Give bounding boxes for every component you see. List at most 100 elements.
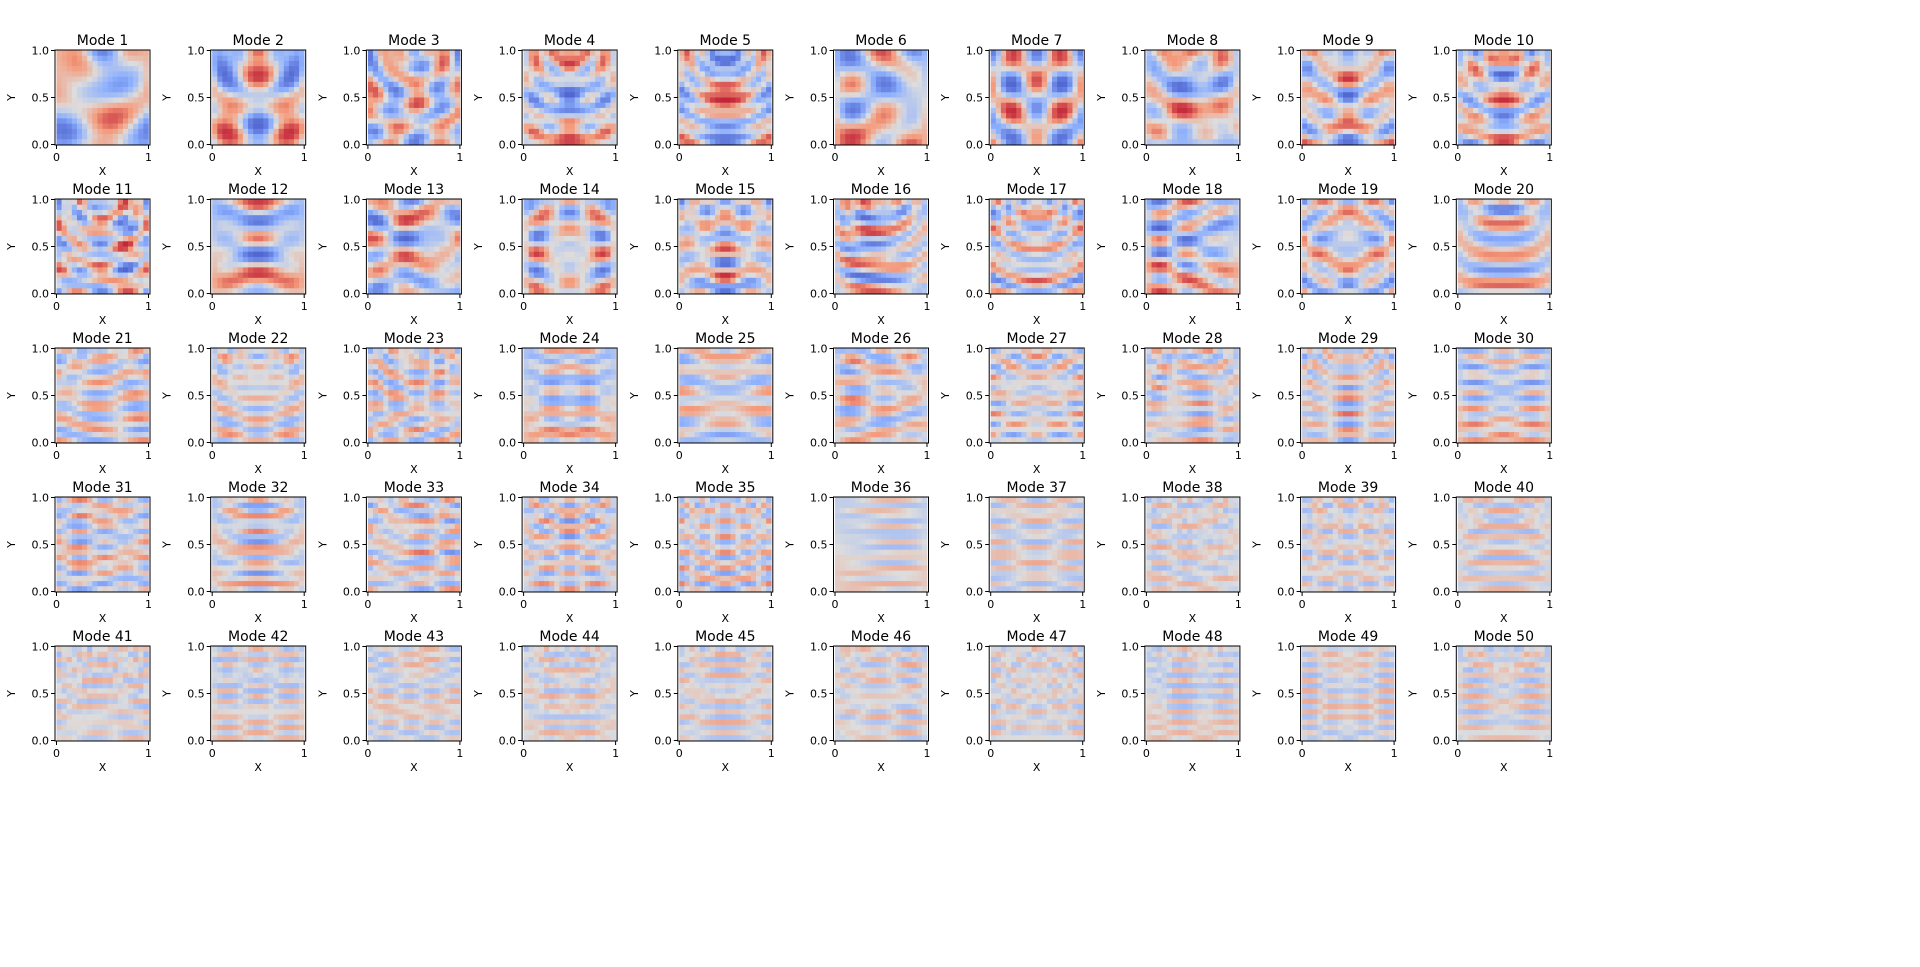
heatmap-cell bbox=[1202, 107, 1209, 114]
heatmap-cell bbox=[1327, 123, 1334, 130]
heatmap-cell bbox=[253, 87, 259, 93]
heatmap-cell bbox=[554, 230, 560, 237]
heatmap-cell bbox=[574, 225, 581, 232]
heatmap-cell bbox=[590, 262, 596, 268]
heatmap-cell bbox=[1302, 139, 1308, 145]
heatmap-cell bbox=[87, 215, 93, 221]
heatmap-cell bbox=[273, 267, 279, 273]
heatmap-cell bbox=[112, 60, 119, 67]
heatmap-cell bbox=[590, 50, 596, 57]
heatmap-cell bbox=[1529, 118, 1535, 124]
heatmap-cell bbox=[97, 102, 103, 109]
heatmap-cell bbox=[605, 204, 611, 211]
heatmap-cell bbox=[253, 92, 259, 98]
heatmap-cell bbox=[122, 81, 129, 88]
heatmap-cell bbox=[1151, 66, 1157, 72]
heatmap-cell bbox=[393, 113, 399, 119]
heatmap-cell bbox=[212, 277, 218, 284]
heatmap-cell bbox=[901, 87, 907, 93]
heatmap-cell bbox=[378, 139, 384, 145]
heatmap-cell bbox=[227, 277, 233, 284]
heatmap-cell bbox=[439, 81, 445, 88]
heatmap-cell bbox=[1363, 113, 1369, 119]
heatmap-cell bbox=[891, 118, 897, 124]
heatmap-cell bbox=[554, 251, 560, 258]
heatmap-cell bbox=[122, 134, 129, 140]
heatmap-cell bbox=[1026, 134, 1032, 140]
heatmap-cell bbox=[293, 236, 300, 242]
heatmap-cell bbox=[538, 87, 545, 93]
heatmap-cell bbox=[424, 71, 430, 77]
heatmap-cell bbox=[533, 92, 540, 98]
heatmap-cell bbox=[388, 262, 394, 268]
heatmap-cell bbox=[97, 107, 103, 114]
heatmap-cell bbox=[1026, 139, 1032, 145]
heatmap-cell bbox=[212, 236, 218, 242]
heatmap-cell bbox=[584, 230, 591, 237]
heatmap-cell bbox=[128, 50, 134, 57]
heatmap-cell bbox=[1529, 50, 1535, 57]
heatmap-cell bbox=[1067, 76, 1073, 83]
heatmap-cell bbox=[408, 66, 415, 72]
heatmap-cell bbox=[1363, 50, 1369, 57]
heatmap-cell bbox=[1307, 113, 1313, 119]
heatmap-cell bbox=[388, 199, 394, 206]
heatmap-cell bbox=[419, 262, 425, 268]
heatmap-cell bbox=[559, 209, 565, 216]
heatmap-cell bbox=[288, 256, 295, 263]
heatmap-cell bbox=[725, 118, 731, 124]
heatmap-cell bbox=[444, 139, 450, 145]
heatmap-cell bbox=[97, 113, 103, 119]
heatmap-cell bbox=[995, 97, 1002, 104]
heatmap-cell bbox=[61, 283, 68, 289]
heatmap-cell bbox=[107, 128, 114, 135]
heatmap-cell bbox=[92, 225, 98, 232]
heatmap-cell bbox=[911, 139, 918, 145]
heatmap-cell bbox=[766, 113, 772, 119]
heatmap-cell bbox=[439, 55, 445, 62]
heatmap-cell bbox=[584, 123, 591, 130]
heatmap-cell bbox=[600, 113, 606, 119]
heatmap-cell bbox=[1026, 66, 1032, 72]
heatmap-cell bbox=[138, 283, 144, 289]
heatmap-cell bbox=[554, 123, 560, 130]
heatmap-cell bbox=[1503, 71, 1510, 77]
heatmap-cell bbox=[901, 50, 907, 57]
heatmap-cell bbox=[1067, 97, 1073, 104]
heatmap-cell bbox=[102, 251, 108, 258]
mode-panel: Mode 90 10.00.51.0XY bbox=[1251, 33, 1398, 178]
heatmap-cell bbox=[128, 220, 134, 226]
heatmap-cell bbox=[704, 55, 711, 62]
heatmap-cell bbox=[689, 262, 695, 268]
heatmap-cell bbox=[564, 220, 570, 226]
heatmap-cell bbox=[66, 76, 73, 83]
heatmap-cell bbox=[82, 209, 88, 216]
heatmap-cell bbox=[699, 66, 706, 72]
heatmap-cell bbox=[921, 66, 928, 72]
heatmap-cell bbox=[761, 107, 767, 114]
heatmap-cell bbox=[107, 236, 114, 242]
heatmap-cell bbox=[1212, 118, 1219, 124]
heatmap-cell bbox=[413, 246, 420, 253]
heatmap-cell bbox=[1493, 118, 1499, 124]
heatmap-cell bbox=[1498, 134, 1505, 140]
heatmap-cell bbox=[590, 118, 596, 124]
heatmap-cell bbox=[595, 272, 601, 279]
heatmap-cell bbox=[263, 209, 269, 216]
heatmap-cell bbox=[684, 209, 690, 216]
heatmap-cell bbox=[755, 81, 762, 88]
heatmap-cell bbox=[1529, 139, 1535, 145]
heatmap-cell bbox=[1498, 102, 1505, 109]
heatmap-cell bbox=[413, 128, 420, 135]
heatmap-cell bbox=[273, 50, 279, 57]
heatmap-cell bbox=[138, 236, 144, 242]
heatmap-cell bbox=[709, 209, 716, 216]
heatmap-cell bbox=[579, 128, 586, 135]
heatmap-cell bbox=[1519, 123, 1525, 130]
heatmap-cell bbox=[1322, 139, 1328, 145]
heatmap-cell bbox=[544, 256, 550, 263]
heatmap-cell bbox=[138, 134, 144, 140]
heatmap-cell bbox=[87, 50, 93, 57]
heatmap-cell bbox=[434, 87, 440, 93]
heatmap-cell bbox=[1358, 123, 1364, 130]
